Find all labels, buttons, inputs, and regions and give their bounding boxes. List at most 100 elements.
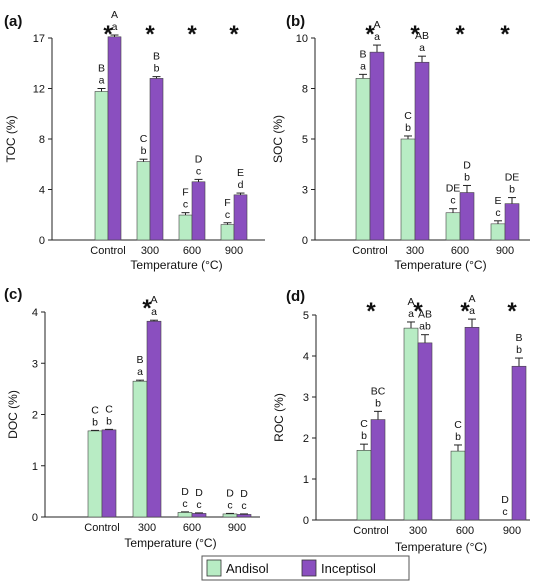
x-tick-label: Control [84, 522, 119, 534]
panel-label: (a) [4, 13, 22, 30]
x-tick-label: 600 [183, 245, 201, 257]
significance-star: * [103, 21, 113, 48]
uppercase-letter: A [407, 296, 414, 308]
lowercase-letter: a [137, 366, 143, 378]
x-axis-label: Temperature (°C) [395, 540, 487, 554]
panel-label: (d) [286, 288, 305, 305]
lowercase-letter: b [106, 415, 112, 427]
uppercase-letter: C [140, 133, 148, 145]
y-tick-label: 4 [32, 307, 38, 319]
y-tick-label: 3 [302, 185, 308, 197]
lowercase-letter: c [225, 209, 230, 221]
uppercase-letter: D [240, 488, 248, 500]
uppercase-letter: C [360, 418, 368, 430]
bar-inceptisol [233, 194, 248, 241]
x-tick-label: Control [90, 245, 125, 257]
uppercase-letter: AB [418, 309, 432, 321]
y-tick-label: 4 [303, 351, 309, 363]
uppercase-letter: E [494, 195, 501, 207]
uppercase-letter: DE [505, 172, 520, 184]
y-tick-label: 17 [33, 33, 45, 45]
bar-andisol [220, 224, 235, 241]
x-axis-label: Temperature (°C) [130, 258, 222, 272]
bar-inceptisol [149, 78, 164, 241]
uppercase-letter: B [515, 332, 522, 344]
uppercase-letter: A [373, 19, 380, 31]
lowercase-letter: a [112, 21, 118, 33]
lowercase-letter: a [408, 308, 414, 320]
bar-inceptisol [191, 181, 206, 241]
y-axis-label: SOC (%) [271, 115, 285, 163]
bar-andisol [450, 450, 466, 521]
x-tick-label: 300 [138, 522, 156, 534]
y-tick-label: 3 [32, 358, 38, 370]
uppercase-letter: D [226, 487, 234, 499]
bar-andisol [356, 449, 372, 521]
bar-andisol [445, 212, 461, 241]
uppercase-letter: C [454, 419, 462, 431]
significance-star: * [365, 21, 375, 48]
y-tick-label: 12 [33, 84, 45, 96]
lowercase-letter: a [374, 31, 380, 43]
y-tick-label: 2 [303, 433, 309, 445]
y-axis-label: TOC (%) [4, 115, 18, 162]
lowercase-letter: b [141, 145, 147, 157]
uppercase-letter: C [91, 404, 99, 416]
uppercase-letter: D [463, 159, 471, 171]
bar-inceptisol [511, 365, 527, 521]
y-tick-label: 1 [303, 474, 309, 486]
significance-star: * [229, 21, 239, 48]
x-tick-label: 600 [451, 245, 469, 257]
uppercase-letter: B [153, 51, 160, 63]
lowercase-letter: a [99, 75, 105, 87]
bar-inceptisol [459, 192, 475, 241]
bar-andisol [355, 78, 371, 241]
bar-andisol [87, 430, 103, 518]
significance-star: * [507, 298, 517, 325]
uppercase-letter: BC [371, 385, 386, 397]
bar-inceptisol [417, 342, 433, 521]
y-axis-label: ROC (%) [272, 393, 286, 442]
y-tick-label: 5 [302, 134, 308, 146]
x-tick-label: 300 [141, 245, 159, 257]
x-axis-label: Temperature (°C) [124, 536, 216, 550]
x-tick-label: 300 [409, 525, 427, 537]
uppercase-letter: F [182, 187, 188, 199]
y-tick-label: 10 [296, 33, 308, 45]
lowercase-letter: a [151, 306, 157, 318]
y-axis-label: DOC (%) [6, 390, 20, 439]
bar-inceptisol [414, 61, 430, 241]
lowercase-letter: c [495, 207, 500, 219]
lowercase-letter: a [469, 305, 475, 317]
x-tick-label: 900 [503, 525, 521, 537]
lowercase-letter: b [92, 416, 98, 428]
significance-star: * [455, 21, 465, 48]
significance-star: * [500, 21, 510, 48]
y-tick-label: 0 [39, 235, 45, 247]
panel-1: (a) 0 4 8 12 17 TOC (%) Temperature (°C) * Contro… [4, 9, 265, 272]
significance-star: * [145, 21, 155, 48]
lowercase-letter: ab [419, 321, 431, 333]
y-tick-label: 0 [303, 515, 309, 527]
uppercase-letter: A [111, 9, 118, 21]
uppercase-letter: F [224, 197, 230, 209]
bar-inceptisol [464, 326, 480, 521]
y-tick-label: 8 [302, 84, 308, 96]
lowercase-letter: b [375, 397, 381, 409]
significance-star: * [460, 298, 470, 325]
x-axis-label: Temperature (°C) [394, 258, 486, 272]
uppercase-letter: AB [415, 30, 429, 42]
x-tick-label: 900 [228, 522, 246, 534]
bar-andisol [136, 161, 151, 241]
significance-star: * [410, 21, 420, 48]
x-tick-label: Control [352, 245, 387, 257]
